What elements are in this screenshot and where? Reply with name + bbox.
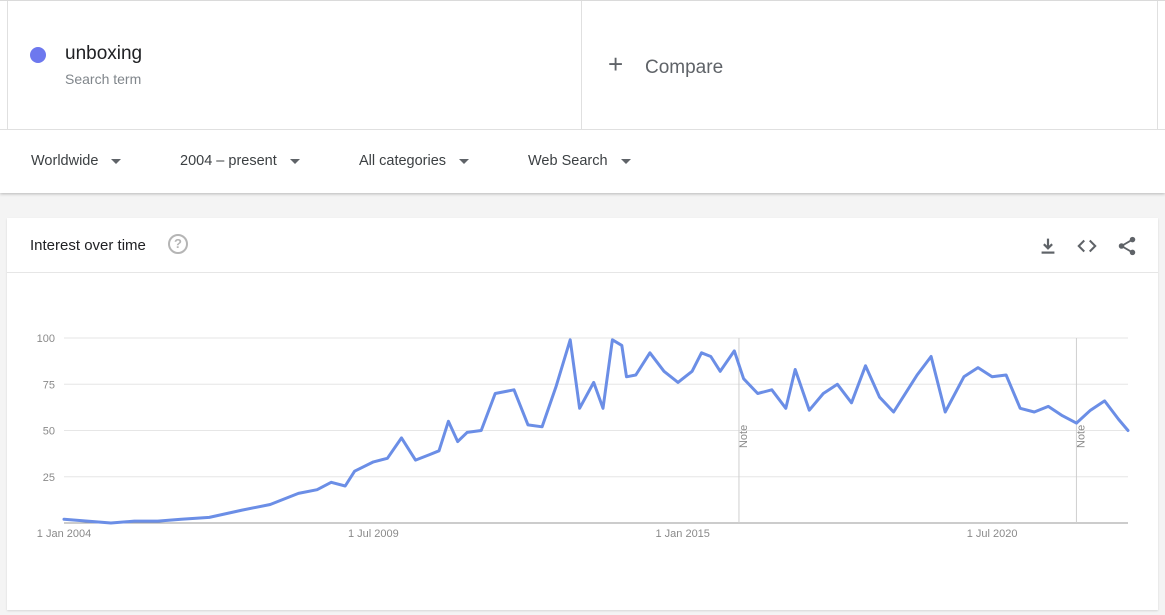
- interest-over-time-card: Interest over time ? 25 50 75 100 1 Jan 2004…: [7, 218, 1158, 610]
- note-marker-label: Note: [1075, 425, 1087, 448]
- caret-down-icon: [111, 158, 122, 164]
- series-line-unboxing: [62, 338, 1130, 525]
- term-color-dot: [30, 47, 46, 63]
- y-tick-label: 25: [43, 472, 55, 484]
- caret-down-icon: [620, 158, 631, 164]
- x-tick-label: 1 Jul 2009: [348, 528, 399, 540]
- share-icon[interactable]: [1116, 235, 1138, 257]
- y-tick-label: 75: [43, 379, 55, 391]
- interest-chart: 25 50 75 100 1 Jan 2004 1 Jul 2009 1 Jan 2015 1…: [37, 333, 1130, 540]
- time-range-filter-label: 2004 – present: [180, 153, 277, 169]
- note-marker-label: Note: [738, 425, 750, 448]
- caret-down-icon: [289, 158, 300, 164]
- search-term-subtitle: Search term: [65, 71, 142, 87]
- region-filter[interactable]: Worldwide: [31, 153, 122, 169]
- embed-code-icon[interactable]: [1076, 235, 1098, 257]
- x-tick-label: 1 Jan 2004: [37, 528, 91, 540]
- y-tick-label: 50: [43, 426, 55, 438]
- search-term-card[interactable]: unboxing Search term: [7, 1, 582, 129]
- card-header: Interest over time ?: [7, 218, 1158, 273]
- caret-down-icon: [459, 158, 470, 164]
- property-filter-label: Web Search: [528, 153, 608, 169]
- category-filter-label: All categories: [359, 153, 447, 169]
- x-tick-label: 1 Jan 2015: [655, 528, 709, 540]
- plus-icon: +: [608, 49, 624, 79]
- property-filter[interactable]: Web Search: [528, 153, 631, 169]
- compare-button[interactable]: + Compare: [582, 1, 1158, 129]
- x-tick-label: 1 Jul 2020: [967, 528, 1018, 540]
- compare-label: Compare: [645, 57, 724, 78]
- y-tick-label: 100: [37, 333, 55, 345]
- explore-header: unboxing Search term + Compare Worldwide…: [0, 0, 1165, 193]
- card-title: Interest over time: [30, 237, 146, 254]
- filters-divider: [0, 129, 1165, 130]
- time-range-filter[interactable]: 2004 – present: [180, 153, 300, 169]
- search-term-name[interactable]: unboxing: [65, 43, 143, 64]
- download-icon[interactable]: [1037, 235, 1059, 257]
- help-circle-icon[interactable]: ?: [168, 234, 188, 254]
- category-filter[interactable]: All categories: [359, 153, 470, 169]
- region-filter-label: Worldwide: [31, 153, 99, 169]
